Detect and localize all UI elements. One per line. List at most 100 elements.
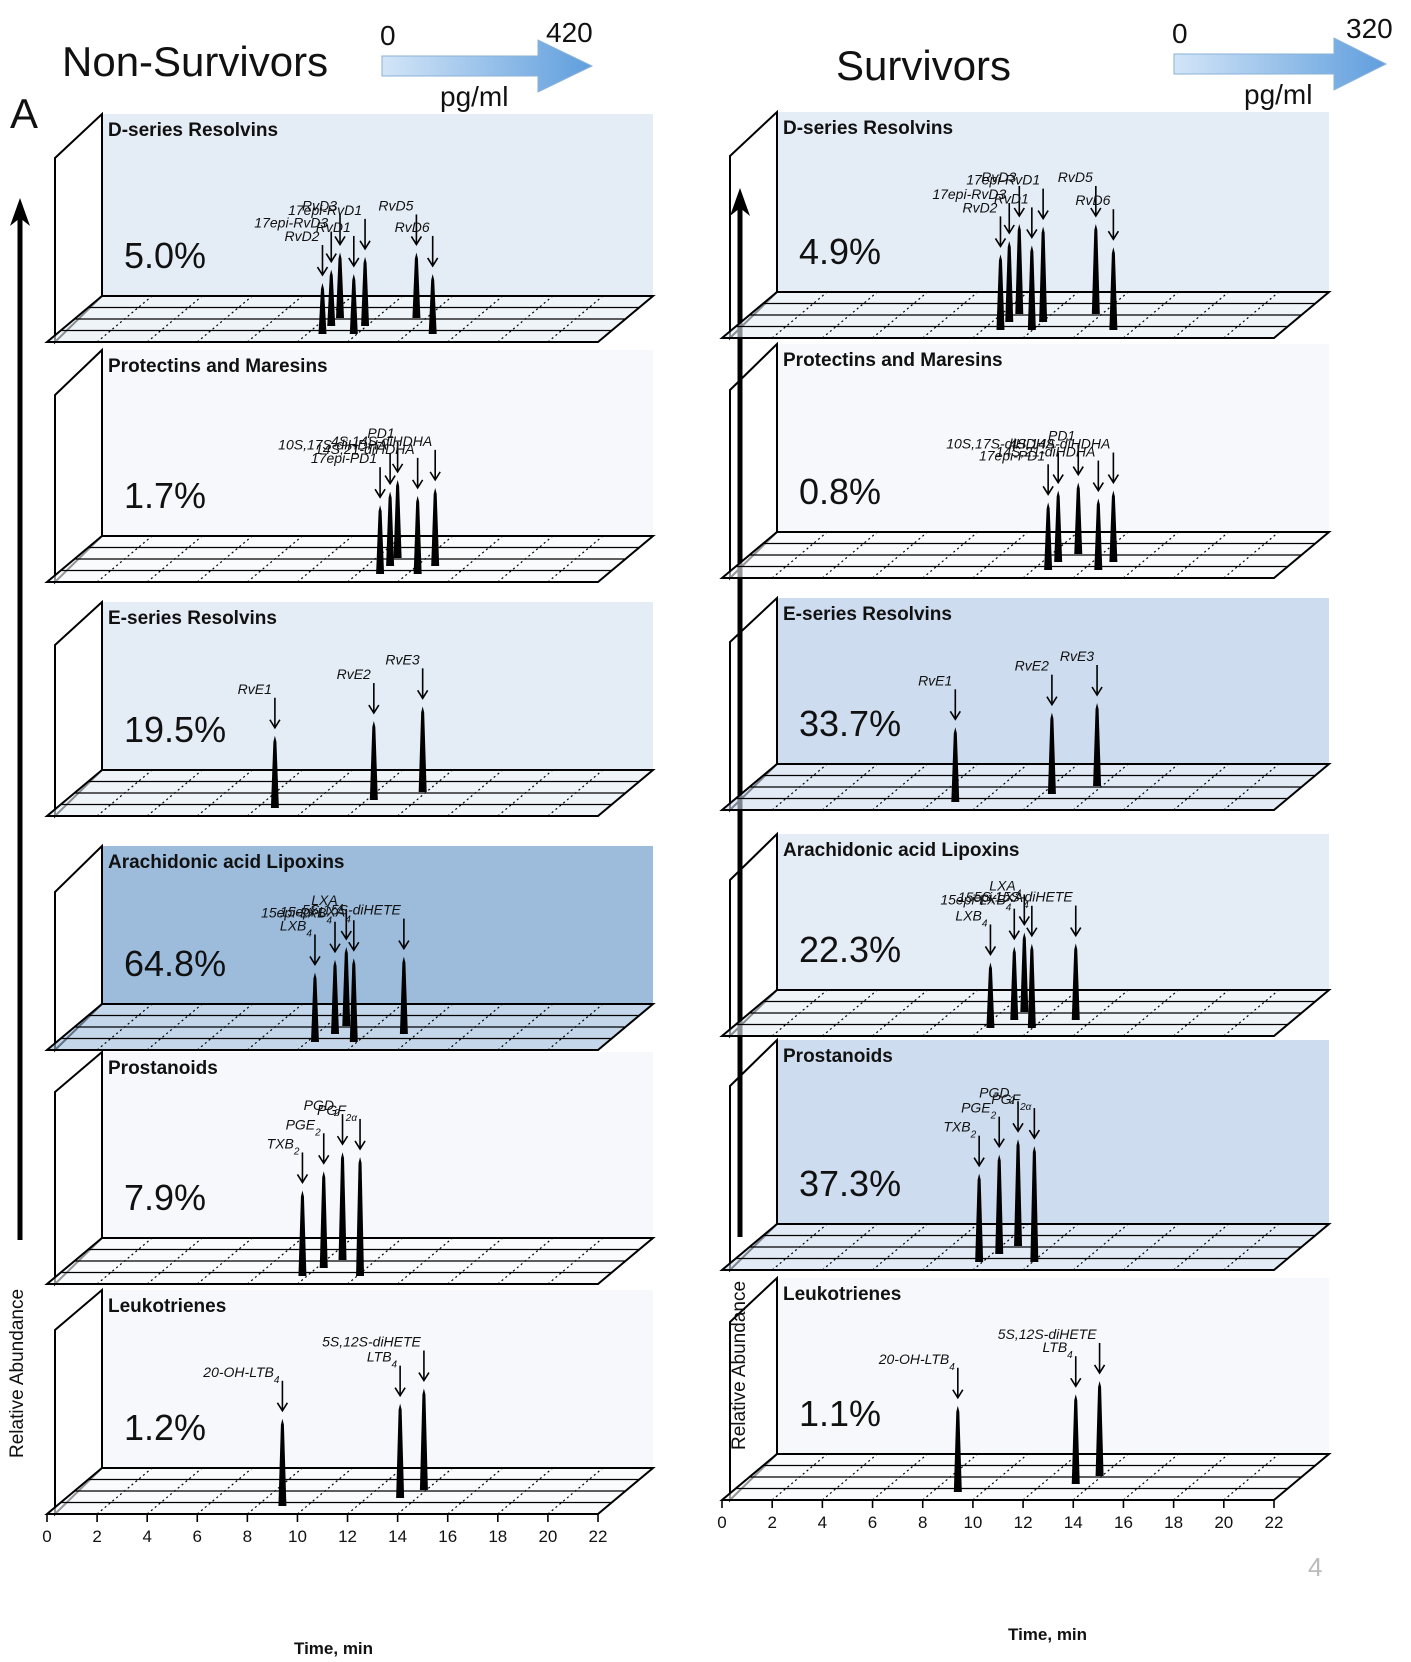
x-tick-label: 22 — [589, 1527, 608, 1546]
peak-rve3: RvE3 — [1060, 648, 1103, 786]
peak-shape — [349, 273, 358, 334]
peak-arrowhead — [398, 940, 410, 951]
floor-depth-line — [972, 1453, 1029, 1501]
peak-arrowhead — [1093, 1364, 1106, 1375]
floor-depth-line — [397, 295, 454, 343]
peak-label: RvD2 — [962, 199, 997, 215]
floor-depth-line — [1123, 1453, 1179, 1501]
floor-depth-line — [447, 535, 504, 583]
panel-protectins-and-maresins: Protectins and Maresins 1.7% 17epi-PD110S,… — [44, 347, 656, 585]
peak-label: RvD1 — [316, 219, 351, 235]
peak-14s-21-dihdha: 14S,21-diHDHA — [315, 441, 424, 574]
peak-shape — [318, 283, 327, 334]
panel-title: Prostanoids — [108, 1058, 218, 1079]
peak-rvd6: RvD6 — [395, 219, 439, 334]
peak-rvd1: RvD1 — [994, 190, 1038, 330]
peak-shape — [393, 479, 402, 558]
floor-depth-line — [1223, 1453, 1280, 1501]
floor-depth-line — [146, 295, 203, 343]
peak-arrowhead — [427, 257, 439, 268]
panel-background — [777, 834, 1329, 990]
peak-17epi-pd1: 17epi-PD1 — [979, 447, 1054, 570]
peak-shape — [412, 252, 421, 318]
peak-shape — [995, 1154, 1004, 1254]
floor-depth-line — [196, 1003, 253, 1051]
x-tick-label: 20 — [538, 1527, 557, 1546]
floor-depth-line — [297, 535, 353, 583]
floor-depth-line — [96, 1003, 153, 1051]
floor-depth-line — [1123, 763, 1179, 811]
left-relative-abundance-axis: Relative Abundance — [7, 198, 30, 1458]
peak-shape — [319, 1171, 328, 1268]
floor-depth-line — [96, 769, 153, 817]
peak-label: 5S,12S-diHETE — [322, 1334, 421, 1350]
x-tick-label: 22 — [1265, 1513, 1284, 1532]
floor-depth-line — [246, 1237, 303, 1285]
peak-10s-17s-dihdha: 10S,17S-diHDHA — [946, 436, 1064, 562]
floor-depth-line — [1072, 291, 1129, 339]
peak-arrowhead — [1003, 224, 1015, 235]
panel-e-series-resolvins: E-series Resolvins 19.5% RvE1 RvE2 RvE3 — [44, 599, 656, 819]
peak-arrowhead — [1018, 916, 1030, 926]
peak-shape — [278, 1418, 287, 1506]
peak-shape — [270, 735, 279, 808]
x-tick-label: 12 — [1014, 1513, 1033, 1532]
peak-shape — [1093, 703, 1102, 786]
right-x-axis: Time, min 0 2 4 6 8 10 12 14 16 18 20 22 — [717, 1500, 1283, 1644]
peak-shape — [1094, 498, 1103, 570]
panel-title: D-series Resolvins — [108, 120, 278, 141]
floor-depth-line — [547, 1467, 604, 1515]
panel-background — [777, 112, 1329, 292]
panel-percent: 1.1% — [799, 1393, 881, 1434]
peak-shape — [336, 252, 345, 318]
floor-depth-line — [447, 1237, 504, 1285]
peak-arrowhead — [348, 941, 360, 952]
left-x-axis-title: Time, min — [294, 1639, 373, 1658]
right-x-axis-title: Time, min — [1008, 1625, 1087, 1644]
peak-5s-12s-dihete: 5S,12S-diHETE — [322, 1334, 430, 1490]
peak-label: RvE1 — [238, 681, 272, 697]
floor-depth-line — [1173, 1223, 1230, 1271]
peak-arrowhead — [416, 689, 429, 700]
floor-depth-line — [771, 1223, 828, 1271]
left-header: Non-Survivors 0 420 pg/ml — [62, 17, 594, 112]
floor-depth-line — [246, 1003, 303, 1051]
peak-rve1: RvE1 — [918, 672, 961, 802]
floor-depth-line — [447, 1003, 504, 1051]
panel-percent: 1.7% — [124, 475, 206, 516]
peak-shape — [376, 505, 385, 574]
panel-percent: 4.9% — [799, 231, 881, 272]
floor-depth-line — [497, 769, 554, 817]
floor-depth-line — [821, 1223, 878, 1271]
panel-title: Leukotrienes — [783, 1284, 901, 1305]
panel-title: E-series Resolvins — [108, 608, 277, 629]
peak-label: 5S,15S-diHETE — [302, 902, 401, 918]
peak-shape — [369, 721, 378, 800]
peak-arrowhead — [418, 1372, 430, 1383]
peak-label: 17epi-RvD1 — [288, 202, 362, 218]
floor-depth-line — [96, 535, 153, 583]
peak-shape — [338, 1152, 347, 1260]
floor-depth-line — [872, 1453, 928, 1501]
peak-17epi-rvd1: 17epi-RvD1 — [288, 202, 371, 326]
peak-shape — [419, 1388, 428, 1490]
floor-depth-line — [146, 1467, 203, 1515]
x-tick-label: 2 — [767, 1513, 776, 1532]
peak-shape — [1015, 224, 1024, 314]
x-tick-label: 16 — [438, 1527, 457, 1546]
peak-shape — [298, 1190, 307, 1276]
peak-label: 4S,14S-diHDHA — [331, 433, 432, 449]
peak-4s-14s-dihdha: 4S,14S-diHDHA — [331, 433, 441, 566]
peak-arrowhead — [1092, 482, 1105, 493]
peak-5s-15s-dihete: 5S,15S-diHETE — [974, 889, 1082, 1020]
peak-4s-14s-dihdha: 4S,14S-diHDHA — [1009, 436, 1120, 562]
panel-percent: 37.3% — [799, 1163, 901, 1204]
peak-shape — [1071, 1394, 1080, 1484]
floor-depth-line — [497, 295, 554, 343]
x-tick-label: 4 — [818, 1513, 827, 1532]
floor-depth-line — [872, 531, 928, 579]
peak-shape — [1020, 932, 1029, 1012]
peak-rvd1: RvD1 — [316, 219, 360, 334]
